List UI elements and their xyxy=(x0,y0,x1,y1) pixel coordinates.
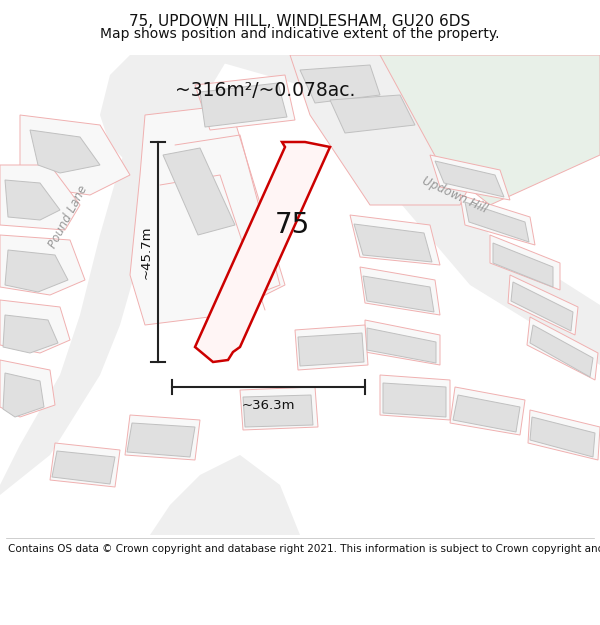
Polygon shape xyxy=(530,417,595,457)
Polygon shape xyxy=(0,360,55,417)
Polygon shape xyxy=(163,148,235,235)
Polygon shape xyxy=(127,423,195,457)
Polygon shape xyxy=(295,325,368,370)
Text: Map shows position and indicative extent of the property.: Map shows position and indicative extent… xyxy=(100,28,500,41)
Text: Pound Lane: Pound Lane xyxy=(46,183,90,251)
Polygon shape xyxy=(380,375,450,420)
Polygon shape xyxy=(508,275,578,335)
Polygon shape xyxy=(243,395,313,427)
Polygon shape xyxy=(0,235,85,295)
Text: Updown Hill: Updown Hill xyxy=(421,174,490,216)
Polygon shape xyxy=(360,267,440,315)
Polygon shape xyxy=(383,383,446,417)
Polygon shape xyxy=(3,315,58,353)
Polygon shape xyxy=(450,387,525,435)
Polygon shape xyxy=(0,165,80,230)
Polygon shape xyxy=(490,235,560,290)
Polygon shape xyxy=(20,115,130,195)
Polygon shape xyxy=(465,202,529,242)
Polygon shape xyxy=(52,451,115,484)
Polygon shape xyxy=(453,395,520,432)
Text: ~45.7m: ~45.7m xyxy=(140,225,153,279)
Polygon shape xyxy=(460,195,535,245)
Polygon shape xyxy=(150,455,300,535)
Polygon shape xyxy=(430,155,510,200)
Polygon shape xyxy=(0,55,210,535)
Text: ~36.3m: ~36.3m xyxy=(242,399,295,412)
Polygon shape xyxy=(367,328,436,363)
Polygon shape xyxy=(527,317,598,380)
Polygon shape xyxy=(435,161,504,197)
Polygon shape xyxy=(200,83,287,127)
Text: 75, UPDOWN HILL, WINDLESHAM, GU20 6DS: 75, UPDOWN HILL, WINDLESHAM, GU20 6DS xyxy=(130,14,470,29)
Polygon shape xyxy=(125,415,200,460)
Polygon shape xyxy=(290,55,480,205)
Text: Contains OS data © Crown copyright and database right 2021. This information is : Contains OS data © Crown copyright and d… xyxy=(8,544,600,554)
Text: 75: 75 xyxy=(274,211,310,239)
Polygon shape xyxy=(0,300,70,353)
Text: ~316m²/~0.078ac.: ~316m²/~0.078ac. xyxy=(175,81,355,99)
Polygon shape xyxy=(5,250,68,292)
Polygon shape xyxy=(350,215,440,265)
Polygon shape xyxy=(298,333,364,366)
Polygon shape xyxy=(354,224,432,262)
Polygon shape xyxy=(5,180,60,220)
Polygon shape xyxy=(30,130,100,173)
Polygon shape xyxy=(300,65,380,103)
Polygon shape xyxy=(195,75,295,130)
Polygon shape xyxy=(530,325,593,377)
Polygon shape xyxy=(365,320,440,365)
Polygon shape xyxy=(380,55,600,205)
Polygon shape xyxy=(130,105,285,325)
Polygon shape xyxy=(3,373,44,417)
Polygon shape xyxy=(330,95,415,133)
Polygon shape xyxy=(195,142,330,362)
Polygon shape xyxy=(511,282,573,331)
Polygon shape xyxy=(50,443,120,487)
Polygon shape xyxy=(100,55,230,175)
Polygon shape xyxy=(493,243,553,287)
Polygon shape xyxy=(195,55,600,365)
Polygon shape xyxy=(240,387,318,430)
Polygon shape xyxy=(363,276,434,312)
Polygon shape xyxy=(528,410,600,460)
